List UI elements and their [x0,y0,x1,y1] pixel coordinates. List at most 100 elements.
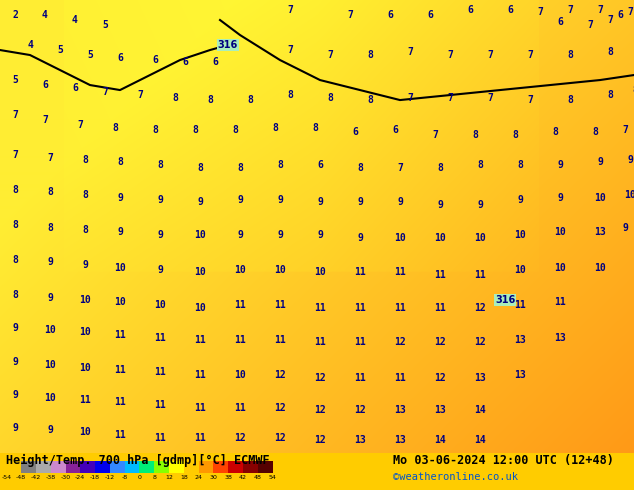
Text: 10: 10 [394,233,406,243]
Text: 13: 13 [434,405,446,415]
Text: 9: 9 [12,323,18,333]
Text: -30: -30 [60,475,70,480]
Text: 38: 38 [224,475,232,480]
Text: 11: 11 [354,267,366,277]
Text: 12: 12 [434,373,446,383]
Text: 12: 12 [434,337,446,347]
Bar [110,461,125,473]
Text: 8: 8 [592,127,598,137]
Text: 13: 13 [394,405,406,415]
Text: 7: 7 [487,93,493,103]
Text: 42: 42 [239,475,247,480]
Text: 4: 4 [27,40,33,50]
Text: 9: 9 [517,195,523,205]
Text: 13: 13 [554,333,566,343]
Text: 8: 8 [82,190,88,200]
Text: 11: 11 [114,365,126,375]
Text: 8: 8 [367,95,373,105]
Text: 9: 9 [277,230,283,240]
Bar [21,461,36,473]
Text: 7: 7 [597,5,603,15]
Text: 7: 7 [47,153,53,163]
Text: 9: 9 [117,193,123,203]
Text: 6: 6 [392,125,398,135]
Text: 6: 6 [617,10,623,20]
Text: 8: 8 [287,90,293,100]
Text: 9: 9 [277,195,283,205]
Text: 7: 7 [407,47,413,57]
Text: 14: 14 [474,435,486,445]
Text: 7: 7 [487,50,493,60]
Text: 11: 11 [114,397,126,407]
Text: 7: 7 [397,163,403,173]
Text: 9: 9 [317,230,323,240]
Text: 7: 7 [77,120,83,130]
Text: 10: 10 [79,327,91,337]
Text: 10: 10 [554,227,566,237]
Bar [81,461,95,473]
Text: 11: 11 [234,300,246,310]
Text: Mo 03-06-2024 12:00 UTC (12+48): Mo 03-06-2024 12:00 UTC (12+48) [393,454,614,467]
Text: -48: -48 [16,475,26,480]
Text: 10: 10 [194,303,206,313]
Text: 6: 6 [182,57,188,67]
Text: 9: 9 [12,357,18,367]
Text: 6: 6 [507,5,513,15]
Text: 8: 8 [47,223,53,233]
Text: 10: 10 [44,325,56,335]
Text: 8: 8 [277,160,283,170]
Text: 10: 10 [114,263,126,273]
Text: 7: 7 [537,7,543,17]
Text: 9: 9 [627,155,633,165]
Text: 7: 7 [432,130,438,140]
Bar [51,461,65,473]
Text: 24: 24 [195,475,203,480]
Text: 4: 4 [72,15,78,25]
Text: 9: 9 [357,197,363,207]
Text: 5: 5 [102,20,108,30]
Text: 10: 10 [234,370,246,380]
Bar [36,461,51,473]
Text: 9: 9 [82,260,88,270]
Text: 7: 7 [287,5,293,15]
Text: 11: 11 [314,303,326,313]
Text: 2: 2 [12,10,18,20]
Text: 13: 13 [514,370,526,380]
Text: 11: 11 [354,337,366,347]
Text: 6: 6 [152,55,158,65]
Text: 10: 10 [44,360,56,370]
Text: 7: 7 [622,125,628,135]
Text: 10: 10 [194,267,206,277]
Text: 8: 8 [232,125,238,135]
Text: 8: 8 [477,160,483,170]
Text: 11: 11 [194,433,206,443]
Text: 8: 8 [82,225,88,235]
Text: 11: 11 [114,430,126,440]
Text: 7: 7 [287,45,293,55]
Text: 11: 11 [194,370,206,380]
Text: 8: 8 [12,255,18,265]
Text: 12: 12 [314,435,326,445]
Text: 6: 6 [212,57,218,67]
Text: 6: 6 [557,17,563,27]
Text: 7: 7 [137,90,143,100]
Text: 11: 11 [234,403,246,413]
Text: 10: 10 [194,230,206,240]
Text: 0: 0 [138,475,141,480]
Text: 8: 8 [367,50,373,60]
Text: 11: 11 [394,373,406,383]
Bar [169,461,184,473]
Text: 11: 11 [434,303,446,313]
Text: 11: 11 [154,433,166,443]
Text: 18: 18 [180,475,188,480]
Text: 10: 10 [234,265,246,275]
Text: 7: 7 [527,50,533,60]
Text: 13: 13 [594,227,606,237]
Text: 8: 8 [327,93,333,103]
Text: 10: 10 [274,265,286,275]
Bar [228,461,243,473]
Bar [243,461,258,473]
Text: 9: 9 [622,223,628,233]
Text: 10: 10 [514,265,526,275]
Text: 8: 8 [207,95,213,105]
